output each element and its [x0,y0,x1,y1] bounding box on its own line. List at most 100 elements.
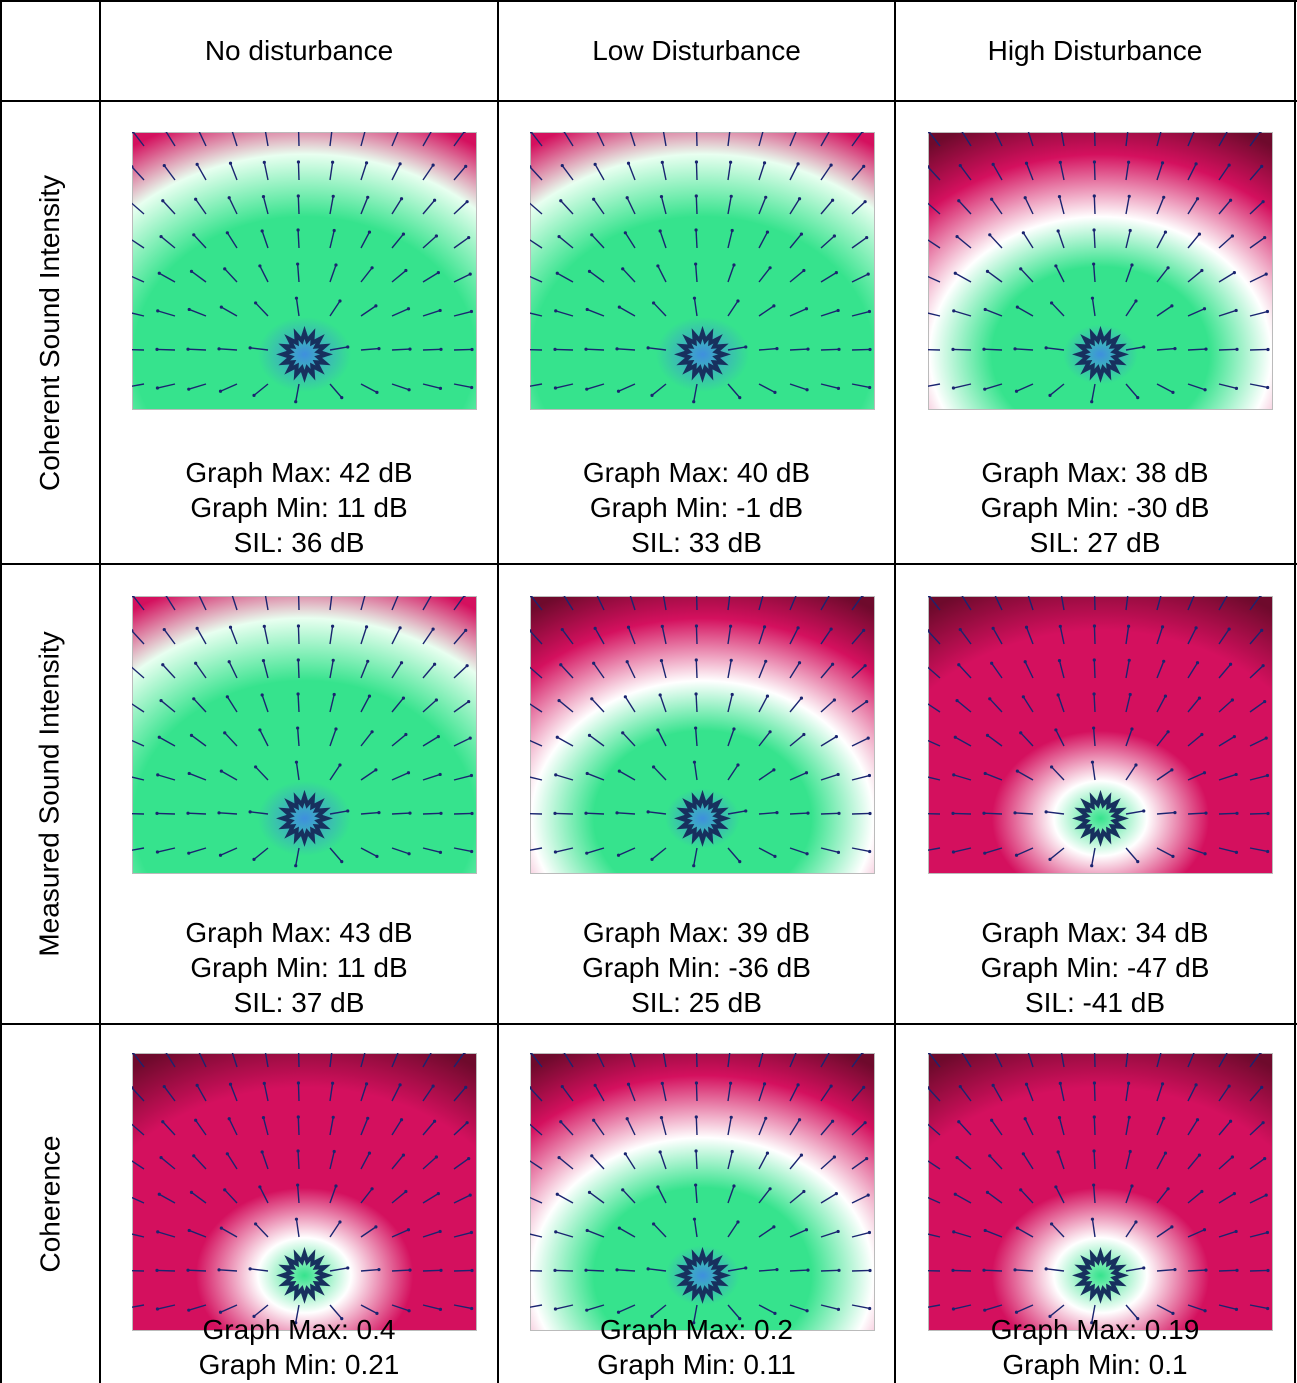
vector-arrow [1024,661,1034,679]
vector-arrow [1092,727,1096,747]
vector-arrow [1249,1053,1261,1068]
vector-arrow [329,728,337,747]
vector-arrow [132,312,145,317]
vector-arrow [1125,1083,1130,1102]
vector-arrow [221,1227,238,1238]
vector-arrow [195,1119,207,1136]
vector-arrow [958,1121,972,1136]
vector-arrow [820,348,840,351]
graph-max: Graph Max: 34 dB [981,917,1209,948]
vector-arrow [851,348,871,351]
vector-arrow [360,661,369,679]
vector-arrow [264,132,269,147]
vector-arrow [391,132,399,147]
vector-arrow [1249,1086,1263,1102]
vector-arrow [261,694,269,713]
vector-arrow [530,596,543,611]
vector-arrow [297,1082,300,1102]
vector-arrow [297,195,300,215]
vector-arrow [693,298,698,317]
vector-arrow [1125,1304,1139,1320]
vector-arrow [851,737,869,747]
vector-arrow [789,847,808,855]
vector-arrow [952,812,972,815]
field-background [132,1053,477,1331]
vector-arrow [360,1118,369,1136]
vector-arrow [422,773,441,781]
vector-arrow [1187,1229,1205,1238]
grid-line [1294,0,1296,1383]
vector-arrow [1249,310,1268,317]
vector-arrow [1249,596,1261,611]
vector-arrow [162,664,176,679]
vector-arrow [253,383,269,396]
vector-arrow [1091,298,1096,317]
vector-arrow [1249,1157,1266,1170]
vector-arrow [422,199,436,215]
vector-arrow [329,383,343,399]
vector-arrow [727,596,731,611]
vector-arrow [1020,268,1034,283]
vector-arrow [453,165,467,181]
vector-arrow [1093,161,1096,181]
vector-arrow [360,769,377,781]
vector-arrow [157,310,176,317]
vector-arrow [329,660,334,679]
vector-arrow [820,1085,832,1102]
vector-arrow [1017,770,1034,781]
vector-arrow [132,1053,145,1068]
vector-arrow [1218,596,1228,611]
intensity-plot [928,1053,1273,1331]
vector-arrow [1249,812,1269,815]
vector-arrow [1218,628,1230,645]
grid-line [0,1023,1297,1025]
vector-arrow [1093,693,1096,713]
source-marker [276,325,333,383]
vector-arrow [156,348,176,351]
vector-arrow [132,239,145,249]
vector-arrow [789,1190,805,1204]
vector-arrow [1218,1053,1228,1068]
vector-arrow [329,1304,343,1320]
vector-arrow [758,1268,778,1272]
vector-arrow [250,347,269,351]
vector-arrow [1156,769,1173,781]
vector-arrow [453,348,473,351]
vector-arrow [221,770,238,781]
vector-arrow [820,628,832,645]
vector-arrow [391,1119,403,1136]
vector-arrow [758,305,775,317]
vector-arrow [228,1118,238,1136]
vector-arrow [820,596,830,611]
vector-arrow [453,383,472,389]
vector-arrow [618,1304,636,1313]
vector-arrow [1218,812,1238,815]
vector-arrow [188,1304,207,1311]
vector-arrow [983,1269,1003,1272]
vector-arrow [727,660,732,679]
vector-arrow [391,1304,410,1312]
vector-arrow [589,734,605,747]
vector-arrow [262,1117,269,1136]
vector-arrow [1249,201,1264,215]
vector-arrow [156,812,176,815]
grid-line [0,563,1297,565]
vector-arrow [422,1230,441,1238]
vector-arrow [220,1304,238,1313]
vector-arrow [1187,269,1203,283]
vector-arrow [296,1184,300,1204]
vector-arrow [360,132,366,147]
vector-arrow [1218,847,1237,854]
vector-arrow [1156,626,1164,645]
vector-arrow [758,811,778,815]
vector-arrow [530,132,543,147]
vector-arrow [648,347,667,351]
vector-arrow [360,267,373,283]
vector-arrow [262,660,269,679]
vector-arrow [1249,273,1267,283]
vector-arrow [188,1229,207,1238]
vector-arrow [329,1267,348,1272]
vector-arrow [758,1304,776,1314]
vector-arrow [530,1087,543,1102]
